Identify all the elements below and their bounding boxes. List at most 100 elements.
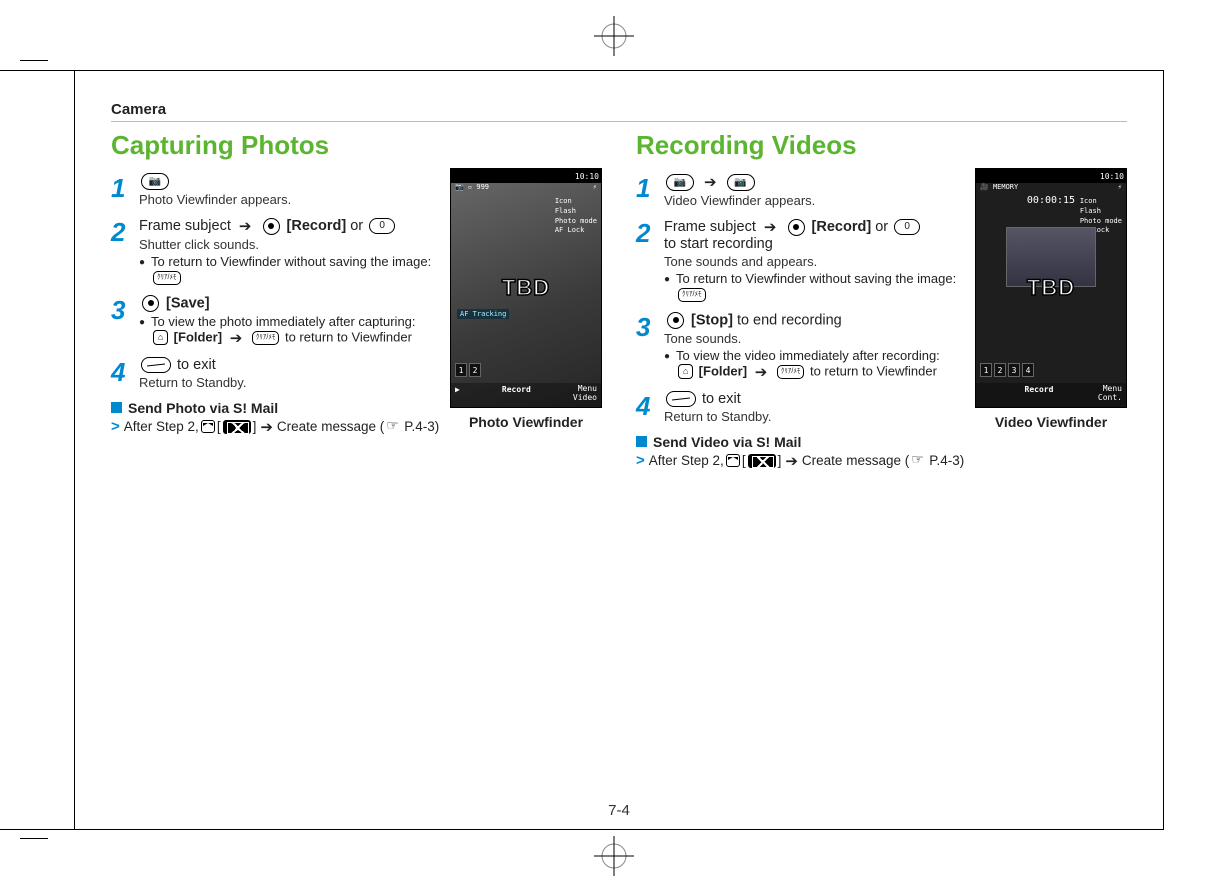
registration-mark-top bbox=[594, 16, 634, 56]
af-tracking-label: AF Tracking bbox=[457, 309, 509, 319]
step-number: 2 bbox=[111, 217, 139, 245]
step-2: 2 Frame subject ➔ [Record] or 0 to start… bbox=[636, 218, 988, 302]
crop-line-top bbox=[0, 70, 74, 71]
send-photo-subheading: Send Photo via S! Mail bbox=[111, 400, 463, 416]
step-4-tail: to exit bbox=[702, 391, 741, 407]
soft-left: ▶ bbox=[455, 385, 460, 403]
softkeys: Record Menu Cont. bbox=[976, 383, 1126, 407]
page-ref: P.4-3) bbox=[929, 453, 964, 468]
bottom-left-icons: 12 bbox=[455, 363, 481, 377]
send-photo-instruction: After Step 2, [] ➔ Create message ( P.4-… bbox=[111, 418, 463, 436]
photo-screen: 10:10 📷 ▫ 999⚡ Icon Flash Photo mode AF … bbox=[450, 168, 602, 408]
arrow-icon: ➔ bbox=[230, 329, 243, 347]
status-bar: 10:10 bbox=[976, 169, 1126, 183]
step-2-prefix: Frame subject bbox=[139, 218, 231, 234]
step-3: 3 [Stop] to end recording Tone sounds. T… bbox=[636, 312, 988, 381]
divider bbox=[111, 121, 1127, 122]
step-2-sub: Tone sounds and appears. bbox=[664, 254, 988, 269]
arrow-icon: ➔ bbox=[239, 217, 252, 235]
arrow-icon: ➔ bbox=[260, 418, 273, 436]
create-message-text: Create message ( bbox=[802, 453, 909, 468]
step-2-bullet: To return to Viewfinder without saving t… bbox=[676, 271, 956, 286]
section-title: Camera bbox=[111, 101, 1127, 118]
step-4-tail: to exit bbox=[177, 357, 216, 373]
softkeys: ▶ Record Menu Video bbox=[451, 383, 601, 407]
top-icons: 🎥 MEMORY⚡ bbox=[980, 183, 1122, 191]
step-number: 3 bbox=[636, 312, 664, 340]
step-4-sub: Return to Standby. bbox=[664, 409, 988, 424]
after-step-text: After Step 2, bbox=[124, 419, 199, 434]
page-ref: P.4-3) bbox=[404, 419, 439, 434]
end-button-icon bbox=[666, 391, 696, 407]
center-button-icon bbox=[667, 312, 684, 329]
step-2-bullet: To return to Viewfinder without saving t… bbox=[151, 254, 431, 269]
create-message-text: Create message ( bbox=[277, 419, 384, 434]
subheading-text: Send Video via S! Mail bbox=[653, 434, 801, 450]
arrow-icon: ➔ bbox=[755, 363, 768, 381]
clear-memo-button-icon: ｸﾘｱ/ﾒﾓ bbox=[678, 288, 705, 302]
two-column-layout: Capturing Photos 1 📷 Photo Viewfinder ap… bbox=[111, 128, 1127, 470]
record-label: [Record] bbox=[812, 219, 872, 235]
or-text: or bbox=[875, 219, 892, 235]
pointer-icon bbox=[386, 420, 402, 434]
after-step-text: After Step 2, bbox=[649, 453, 724, 468]
step-4-sub: Return to Standby. bbox=[139, 375, 463, 390]
clear-memo-button-icon: ｸﾘｱ/ﾒﾓ bbox=[153, 271, 180, 285]
crop-line-bottom bbox=[0, 829, 74, 830]
right-steps: 1 📷 ➔ 📷 Video Viewfinder appears. 2 bbox=[636, 173, 988, 470]
step-1: 1 📷 ➔ 📷 Video Viewfinder appears. bbox=[636, 173, 988, 208]
arrow-icon: ➔ bbox=[704, 173, 717, 191]
step-1-sub: Photo Viewfinder appears. bbox=[139, 192, 463, 207]
page-frame: Camera Capturing Photos 1 📷 Photo Viewfi… bbox=[74, 70, 1164, 830]
step-3-bullet-b: to return to Viewfinder bbox=[810, 363, 937, 378]
video-screen: 10:10 🎥 MEMORY⚡ 00:00:15 Icon Flash Phot… bbox=[975, 168, 1127, 408]
step-number: 2 bbox=[636, 218, 664, 246]
bottom-left-icons: 1234 bbox=[980, 363, 1034, 377]
clear-memo-button-icon: ｸﾘｱ/ﾒﾓ bbox=[252, 331, 279, 345]
heading-recording-videos: Recording Videos bbox=[636, 130, 1127, 161]
end-button-icon bbox=[141, 357, 171, 373]
registration-mark-bottom bbox=[594, 836, 634, 876]
video-viewfinder-caption: Video Viewfinder bbox=[975, 414, 1127, 430]
step-4: 4 to exit Return to Standby. bbox=[111, 357, 463, 390]
tbd-overlay: TBD bbox=[502, 275, 550, 301]
video-viewfinder-screenshot: 10:10 🎥 MEMORY⚡ 00:00:15 Icon Flash Phot… bbox=[975, 168, 1127, 430]
center-button-icon bbox=[263, 218, 280, 235]
save-label: [Save] bbox=[166, 295, 210, 311]
soft-center: Record bbox=[502, 385, 531, 403]
camera-square-icon: ⌂ bbox=[678, 364, 693, 379]
right-column: Recording Videos 1 📷 ➔ 📷 Video Viewfinde… bbox=[636, 128, 1127, 470]
mail-button-icon bbox=[726, 454, 740, 467]
camera-square-icon: ⌂ bbox=[153, 330, 168, 345]
crop-mark bbox=[20, 60, 48, 61]
step-number: 4 bbox=[636, 391, 664, 419]
photo-viewfinder-caption: Photo Viewfinder bbox=[450, 414, 602, 430]
send-video-subheading: Send Video via S! Mail bbox=[636, 434, 988, 450]
mail-button-icon bbox=[201, 420, 215, 433]
status-bar: 10:10 bbox=[451, 169, 601, 183]
subheading-text: Send Photo via S! Mail bbox=[128, 400, 278, 416]
envelope-icon bbox=[748, 454, 776, 468]
arrow-icon: ➔ bbox=[764, 218, 777, 236]
envelope-icon bbox=[223, 420, 251, 434]
key-0-icon: 0 bbox=[894, 219, 920, 235]
camera-button-icon: 📷 bbox=[141, 173, 169, 190]
camera-button-icon: 📷 bbox=[727, 174, 755, 191]
send-video-instruction: After Step 2, [] ➔ Create message ( P.4-… bbox=[636, 452, 988, 470]
left-column: Capturing Photos 1 📷 Photo Viewfinder ap… bbox=[111, 128, 602, 470]
step-number: 4 bbox=[111, 357, 139, 385]
step-3-bullet-a: To view the photo immediately after capt… bbox=[151, 314, 415, 329]
folder-label: [Folder] bbox=[699, 363, 747, 378]
step-2-sub: Shutter click sounds. bbox=[139, 237, 463, 252]
step-1: 1 📷 Photo Viewfinder appears. bbox=[111, 173, 463, 207]
key-0-icon: 0 bbox=[369, 218, 395, 234]
step-4: 4 to exit Return to Standby. bbox=[636, 391, 988, 424]
stop-label: [Stop] bbox=[691, 312, 733, 328]
step-number: 3 bbox=[111, 295, 139, 323]
record-label: [Record] bbox=[287, 218, 347, 234]
camera-button-icon: 📷 bbox=[666, 174, 694, 191]
clear-memo-button-icon: ｸﾘｱ/ﾒﾓ bbox=[777, 365, 804, 379]
soft-center: Record bbox=[1025, 385, 1054, 403]
step-3-sub: Tone sounds. bbox=[664, 331, 988, 346]
heading-capturing-photos: Capturing Photos bbox=[111, 130, 602, 161]
